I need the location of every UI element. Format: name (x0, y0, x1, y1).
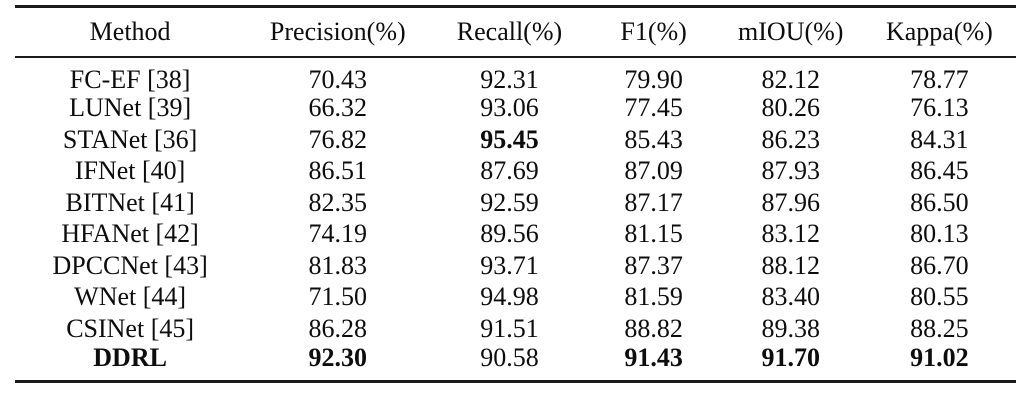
column-header-miou: mIOU(%) (718, 6, 863, 58)
value-cell: 81.59 (624, 282, 683, 312)
table-row: IFNet [40] 86.51 87.69 87.09 87.93 86.45 (15, 156, 1016, 188)
value-cell: 92.31 (480, 64, 539, 94)
value-cell: 88.82 (624, 313, 683, 343)
value-cell: 94.98 (480, 282, 539, 312)
table-row: STANet [36] 76.82 95.45 85.43 86.23 84.31 (15, 124, 1016, 156)
table-row: DDRL 92.30 90.58 91.43 91.70 91.02 (15, 342, 1016, 382)
method-cell: FC-EF [38] (69, 64, 191, 94)
value-cell: 71.50 (308, 282, 368, 312)
table-row: FC-EF [38] 70.43 92.31 79.90 82.12 78.77 (15, 57, 1016, 93)
value-cell: 90.58 (480, 342, 539, 372)
value-cell: 76.13 (910, 93, 969, 123)
value-cell: 78.77 (910, 64, 969, 94)
value-cell: 95.45 (480, 124, 539, 154)
value-cell: 86.28 (308, 313, 368, 343)
value-cell: 79.90 (624, 64, 683, 94)
value-cell: 82.35 (308, 187, 368, 217)
value-cell: 89.38 (761, 313, 820, 343)
column-header-f1: F1(%) (588, 6, 719, 58)
value-cell: 86.45 (910, 156, 969, 186)
value-cell: 76.82 (308, 124, 368, 154)
value-cell: 81.83 (308, 250, 368, 280)
table-row: CSINet [45] 86.28 91.51 88.82 89.38 88.25 (15, 313, 1016, 345)
value-cell: 86.23 (761, 124, 820, 154)
value-cell: 83.12 (761, 219, 820, 249)
value-cell: 81.15 (624, 219, 683, 249)
value-cell: 87.09 (624, 156, 683, 186)
value-cell: 87.17 (624, 187, 683, 217)
table-row: BITNet [41] 82.35 92.59 87.17 87.96 86.50 (15, 187, 1016, 219)
value-cell: 70.43 (308, 64, 368, 94)
value-cell: 74.19 (308, 219, 368, 249)
column-header-method: Method (15, 6, 246, 58)
method-cell: DPCCNet [43] (52, 250, 208, 280)
value-cell: 85.43 (624, 124, 683, 154)
value-cell: 66.32 (308, 93, 368, 123)
value-cell: 88.12 (761, 250, 820, 280)
value-cell: 87.93 (761, 156, 820, 186)
value-cell: 93.06 (480, 93, 539, 123)
table-row: DPCCNet [43] 81.83 93.71 87.37 88.12 86.70 (15, 250, 1016, 282)
value-cell: 80.26 (761, 93, 820, 123)
table-body: FC-EF [38] 70.43 92.31 79.90 82.12 78.77 LUN… (15, 57, 1016, 382)
value-cell: 86.70 (910, 250, 969, 280)
value-cell: 86.51 (308, 156, 368, 186)
method-cell: IFNet [40] (74, 156, 186, 186)
value-cell: 83.40 (761, 282, 820, 312)
value-cell: 87.96 (761, 187, 820, 217)
column-header-kappa: Kappa(%) (862, 6, 1016, 58)
method-cell: LUNet [39] (69, 93, 192, 123)
value-cell: 82.12 (761, 64, 820, 94)
value-cell: 77.45 (624, 93, 683, 123)
results-table: Method Precision(%) Recall(%) F1(%) mIOU… (15, 5, 1016, 383)
method-cell: WNet [44] (74, 282, 187, 312)
value-cell: 92.30 (308, 342, 368, 372)
column-header-precision: Precision(%) (245, 6, 431, 58)
value-cell: 86.50 (910, 187, 969, 217)
value-cell: 87.69 (480, 156, 539, 186)
value-cell: 91.70 (761, 342, 820, 372)
table-row: WNet [44] 71.50 94.98 81.59 83.40 80.55 (15, 282, 1016, 314)
value-cell: 80.55 (910, 282, 969, 312)
method-cell: DDRL (93, 342, 167, 372)
table-row: HFANet [42] 74.19 89.56 81.15 83.12 80.13 (15, 219, 1016, 251)
value-cell: 88.25 (910, 313, 969, 343)
value-cell: 91.51 (480, 313, 539, 343)
method-cell: CSINet [45] (66, 313, 195, 343)
method-cell: HFANet [42] (61, 219, 199, 249)
value-cell: 91.02 (910, 342, 969, 372)
header-row: Method Precision(%) Recall(%) F1(%) mIOU… (15, 6, 1016, 58)
table-row: LUNet [39] 66.32 93.06 77.45 80.26 76.13 (15, 93, 1016, 125)
value-cell: 80.13 (910, 219, 969, 249)
value-cell: 93.71 (480, 250, 539, 280)
method-cell: BITNet [41] (65, 187, 195, 217)
value-cell: 84.31 (910, 124, 969, 154)
value-cell: 91.43 (624, 342, 683, 372)
value-cell: 92.59 (480, 187, 539, 217)
value-cell: 87.37 (624, 250, 683, 280)
method-cell: STANet [36] (62, 124, 198, 154)
value-cell: 89.56 (480, 219, 539, 249)
column-header-recall: Recall(%) (430, 6, 589, 58)
